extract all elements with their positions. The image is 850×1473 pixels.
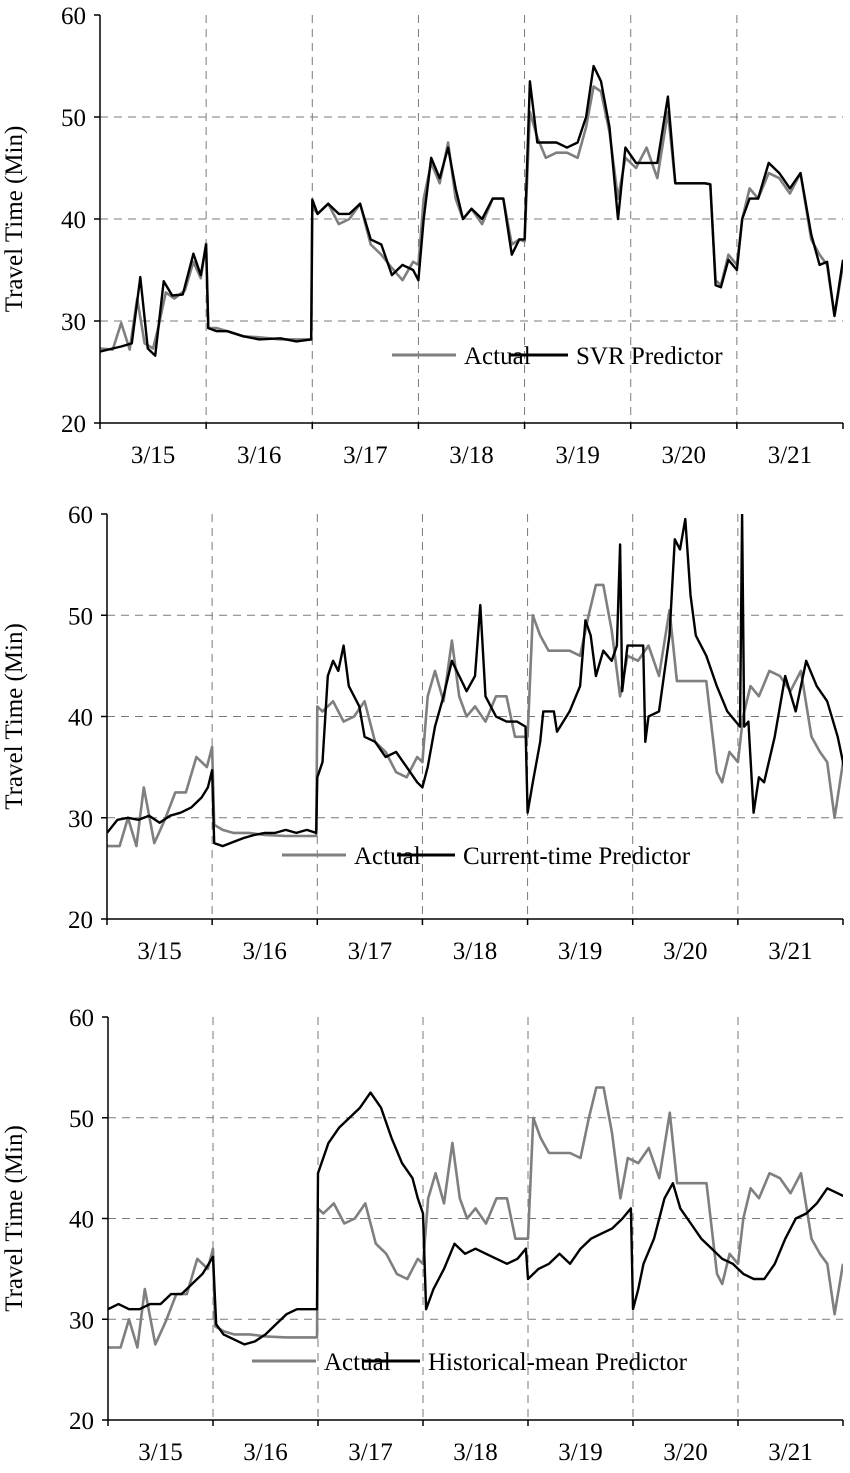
x-tick-label: 3/21 <box>768 938 812 965</box>
x-tick-label: 3/20 <box>662 442 706 469</box>
x-tick-label: 3/16 <box>243 1439 287 1466</box>
y-axis-title: Travel Time (Min) <box>1 623 28 810</box>
chart-panel-3: 20 30 40 50 60 3/15 3/16 3/17 3/18 3/19 3/20 3/21 Tr… <box>1 1005 844 1466</box>
series-line-current-time-predictor <box>107 514 843 848</box>
y-tick-label: 40 <box>61 207 86 234</box>
y-tick-label: 60 <box>69 1005 94 1032</box>
y-tick-label: 40 <box>68 705 93 732</box>
series-line-historical-mean-predictor <box>108 1091 843 1346</box>
x-tick-label: 3/15 <box>138 1439 182 1466</box>
y-tick-label: 60 <box>68 502 93 529</box>
x-tick-label: 3/18 <box>453 938 497 965</box>
x-tick-label: 3/17 <box>348 938 392 965</box>
x-tick-label: 3/15 <box>137 938 181 965</box>
y-tick-label: 30 <box>68 806 93 833</box>
y-tick-label: 50 <box>69 1106 94 1133</box>
x-tick-label: 3/16 <box>237 442 281 469</box>
x-tick-label: 3/19 <box>555 442 599 469</box>
chart-panel-2: 20 30 40 50 60 3/15 3/16 3/17 3/18 3/19 3/20 3/21 Tr… <box>1 502 844 965</box>
x-tick-label: 3/16 <box>242 938 286 965</box>
legend: Actual SVR Predictor <box>392 343 723 370</box>
y-tick-label: 30 <box>69 1307 94 1334</box>
legend-label-predictor: Historical-mean Predictor <box>428 1349 688 1376</box>
y-axis-title: Travel Time (Min) <box>1 1125 28 1312</box>
y-tick-label: 50 <box>61 105 86 132</box>
legend-label-predictor: SVR Predictor <box>576 343 723 370</box>
series-line-actual <box>100 85 843 351</box>
x-tick-label: 3/21 <box>768 1439 812 1466</box>
legend: Actual Historical-mean Predictor <box>252 1349 688 1376</box>
legend: Actual Current-time Predictor <box>282 843 691 870</box>
x-tick-label: 3/17 <box>343 442 387 469</box>
y-tick-label: 30 <box>61 309 86 336</box>
chart-panel-1: 20 30 40 50 60 3/15 3/16 3/17 3/18 3/19 3/20 3/21 Tr… <box>1 3 844 469</box>
series-line-svr-predictor <box>100 64 843 357</box>
y-tick-label: 40 <box>69 1207 94 1234</box>
x-tick-label: 3/19 <box>558 938 602 965</box>
x-tick-label: 3/21 <box>768 442 812 469</box>
x-tick-label: 3/15 <box>131 442 175 469</box>
x-tick-label: 3/17 <box>348 1439 392 1466</box>
y-tick-label: 60 <box>61 3 86 30</box>
x-tick-label: 3/19 <box>558 1439 602 1466</box>
x-tick-label: 3/18 <box>449 442 493 469</box>
legend-label-predictor: Current-time Predictor <box>463 843 691 870</box>
series-line-actual <box>107 583 843 848</box>
x-tick-label: 3/18 <box>453 1439 497 1466</box>
series-line-actual <box>108 1086 843 1349</box>
y-axis-title: Travel Time (Min) <box>1 126 28 313</box>
y-tick-label: 20 <box>69 1408 94 1435</box>
y-tick-label: 50 <box>68 603 93 630</box>
x-tick-label: 3/20 <box>663 938 707 965</box>
y-tick-label: 20 <box>61 411 86 438</box>
y-tick-label: 20 <box>68 907 93 934</box>
x-tick-label: 3/20 <box>663 1439 707 1466</box>
